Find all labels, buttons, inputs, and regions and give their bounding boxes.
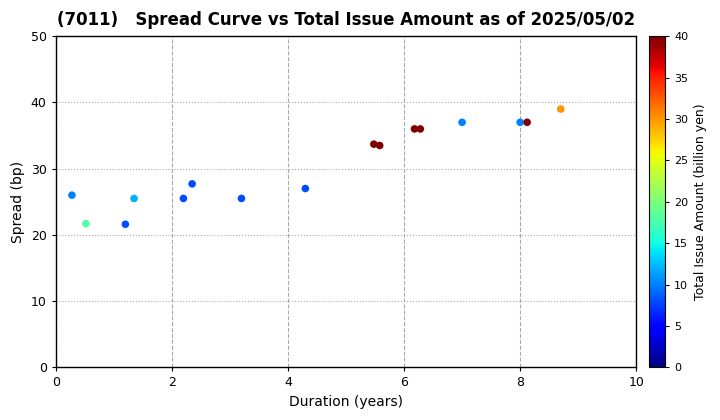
- Point: [128, 195, 140, 202]
- Point: [186, 181, 198, 187]
- Point: [456, 119, 468, 126]
- Point: [415, 126, 426, 132]
- Point: [514, 119, 526, 126]
- Title: (7011)   Spread Curve vs Total Issue Amount as of 2025/05/02: (7011) Spread Curve vs Total Issue Amoun…: [57, 11, 635, 29]
- Point: [178, 195, 189, 202]
- Point: [120, 221, 131, 228]
- Point: [300, 185, 311, 192]
- Point: [235, 195, 247, 202]
- Point: [555, 106, 567, 113]
- Point: [80, 220, 91, 227]
- Y-axis label: Spread (bp): Spread (bp): [11, 161, 25, 243]
- Point: [521, 119, 533, 126]
- Point: [368, 141, 379, 147]
- Y-axis label: Total Issue Amount (billion yen): Total Issue Amount (billion yen): [694, 103, 707, 300]
- X-axis label: Duration (years): Duration (years): [289, 395, 403, 409]
- Point: [66, 192, 78, 199]
- Point: [409, 126, 420, 132]
- Point: [374, 142, 385, 149]
